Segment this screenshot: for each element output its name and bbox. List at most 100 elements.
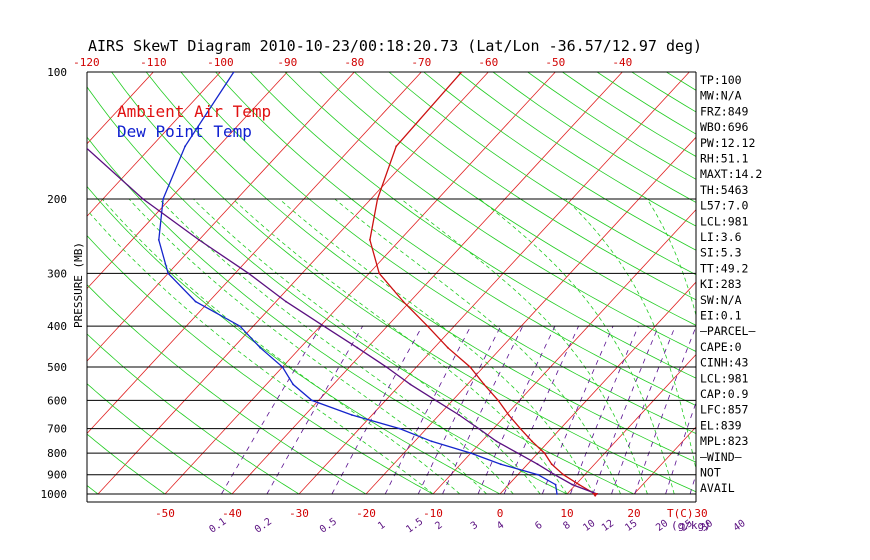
index-readout: MAXT:14.2 (700, 167, 762, 181)
index-readout: LFC:857 (700, 403, 749, 417)
dry-adiabat-line (492, 72, 696, 203)
parcel-path-point (516, 452, 519, 454)
index-readout: MW:N/A (700, 89, 742, 103)
mixing-ratio-label: 4 (495, 520, 506, 532)
isotherm-line (87, 72, 288, 290)
index-readout: CAPE:0 (700, 340, 742, 354)
index-readout: CINH:43 (700, 356, 749, 370)
ambient-air-temp-point (531, 440, 533, 443)
dew-point-temp-point (194, 300, 197, 303)
legend-entry: Ambient Air Temp (117, 102, 271, 121)
pressure-tick-label: 800 (47, 447, 67, 460)
top-temperature-tick-label: -100 (207, 56, 234, 69)
index-readout: NOT (700, 466, 721, 480)
index-readout: —PARCEL— (700, 324, 755, 338)
dew-point-temp-point (239, 325, 241, 327)
ambient-air-temp-point (460, 72, 463, 73)
bottom-temperature-tick-label: -30 (289, 507, 309, 520)
index-readout: PW:12.12 (700, 136, 755, 150)
mixing-ratio-label: 10 (581, 518, 597, 534)
bottom-temperature-tick-label: 10 (560, 507, 573, 520)
ambient-air-temp-point (426, 325, 429, 327)
index-readout: —WIND— (700, 450, 742, 464)
mixing-ratio-line (592, 325, 659, 495)
index-readout: TT:49.2 (700, 261, 748, 275)
dry-adiabat-line (87, 433, 166, 495)
parcel-path-point (553, 473, 556, 476)
index-readout: WBO:696 (700, 120, 749, 134)
y-axis-label: PRESSURE (MB) (72, 242, 85, 328)
index-readout: EI:0.1 (700, 309, 742, 323)
isotherm-line (365, 136, 696, 495)
moist-adiabat-line (479, 198, 675, 495)
pressure-tick-label: 900 (47, 469, 67, 482)
dew-point-temp-point (292, 383, 294, 386)
index-readout: SI:5.3 (700, 246, 742, 260)
isotherm-line (87, 72, 221, 217)
bottom-temperature-tick-label: 20 (627, 507, 640, 520)
dry-adiabat-line (87, 383, 233, 495)
mixing-ratio-line (611, 325, 676, 495)
parcel-path-point (571, 483, 574, 486)
dew-point-temp-point (499, 463, 502, 466)
ambient-air-temp-point (497, 399, 500, 402)
parcel-path-point (198, 239, 200, 241)
index-readout: TH:5463 (700, 183, 749, 197)
dew-point-temp-point (184, 145, 187, 148)
moist-adiabat-line (101, 198, 461, 495)
parcel-path-point (434, 399, 437, 402)
top-temperature-tick-label: -90 (277, 56, 297, 69)
index-readout: RH:51.1 (700, 152, 749, 166)
index-readout: KI:283 (700, 277, 742, 291)
index-readout: SW:N/A (700, 293, 742, 307)
parcel-path-point (495, 440, 498, 443)
index-readout: AVAIL (700, 481, 735, 495)
ambient-air-temp-point (550, 463, 553, 466)
parcel-path-point (322, 325, 325, 327)
ambient-air-temp-point (578, 483, 580, 486)
dew-point-temp-point (556, 493, 558, 495)
dew-point-temp-point (351, 414, 353, 416)
index-readout: LCL:981 (700, 371, 749, 385)
x-axis-unit: T(C) (667, 507, 694, 520)
dew-point-temp-point (311, 399, 313, 402)
index-readout: LI:3.6 (700, 230, 742, 244)
dry-adiabat-line (215, 72, 696, 406)
mixing-ratio-label: 0.5 (318, 516, 339, 535)
dew-point-temp-point (430, 440, 433, 443)
mixing-ratio-unit: (g/kg) (671, 519, 711, 532)
dry-adiabat-line (736, 72, 870, 494)
index-readout: LCL:981 (700, 214, 749, 228)
dew-point-temp-point (157, 239, 160, 241)
moist-adiabat-line (87, 209, 434, 495)
dry-adiabat-line (87, 86, 635, 495)
bottom-temperature-tick-label: -20 (356, 507, 376, 520)
dry-adiabat-line (388, 72, 696, 276)
moist-adiabat-line (334, 198, 621, 495)
top-temperature-tick-label: -70 (411, 56, 431, 69)
ambient-air-temp-point (483, 383, 485, 386)
mixing-ratio-label: 8 (561, 520, 572, 532)
top-temperature-tick-label: -80 (344, 56, 364, 69)
pressure-tick-label: 1000 (41, 488, 68, 501)
dew-point-temp-point (167, 272, 170, 275)
dry-adiabat-line (145, 72, 696, 463)
ambient-air-temp-point (369, 239, 371, 241)
pressure-tick-label: 700 (47, 423, 67, 436)
parcel-path-point (142, 198, 144, 200)
ambient-air-temp-point (507, 414, 510, 416)
index-readout: CAP:0.9 (700, 387, 749, 401)
top-temperature-tick-label: -60 (478, 56, 498, 69)
isotherm-line (87, 72, 422, 435)
ambient-air-temp-point (469, 366, 471, 368)
dry-adiabat-line (354, 72, 696, 301)
mixing-ratio-label: 15 (623, 518, 639, 534)
moist-adiabat-line (400, 198, 648, 495)
ambient-air-temp-point (376, 198, 379, 200)
bottom-temperature-tick-label: 0 (497, 507, 504, 520)
bottom-temperature-tick-label: -50 (155, 507, 175, 520)
isobar-lines (86, 71, 697, 503)
